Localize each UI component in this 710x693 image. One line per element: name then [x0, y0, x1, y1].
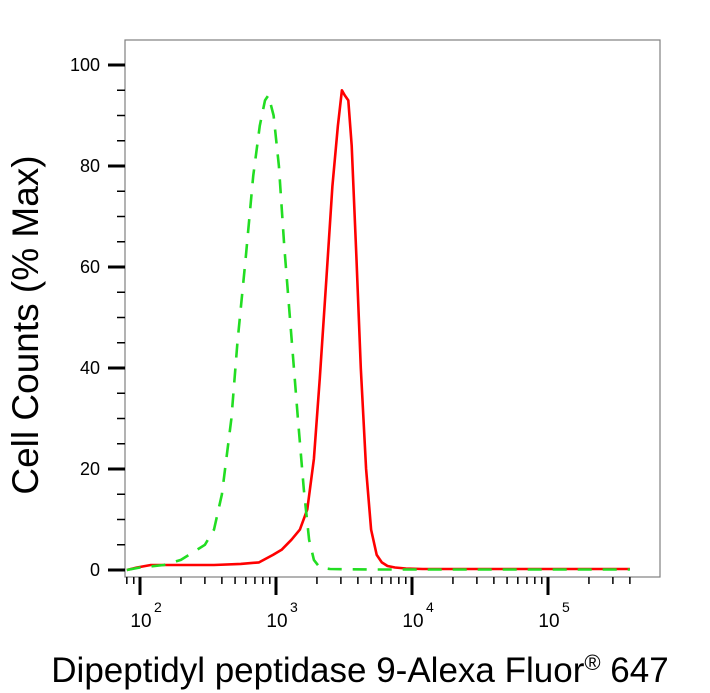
y-tick-label: 60	[80, 257, 100, 277]
x-axis-title-suffix: 647	[601, 651, 669, 690]
series-layer	[126, 89, 630, 572]
x-tick-label-exponent: 3	[290, 599, 298, 615]
y-tick-label: 80	[80, 156, 100, 176]
y-tick-label: 0	[90, 560, 100, 580]
x-tick-label-base: 10	[538, 611, 559, 632]
x-tick-label-base: 10	[130, 611, 151, 632]
x-axis-title: Dipeptidyl peptidase 9-Alexa Fluor® 647	[51, 650, 668, 690]
x-axis-title-registered-mark: ®	[584, 650, 600, 675]
y-tick-label: 40	[80, 358, 100, 378]
x-axis-title-main: Dipeptidyl peptidase 9-Alexa Fluor	[51, 651, 584, 690]
green-dashed-histogram-line	[126, 94, 630, 572]
x-tick-label-exponent: 2	[154, 599, 162, 615]
x-tick-label-exponent: 4	[426, 599, 434, 615]
x-tick-label-exponent: 5	[562, 599, 570, 615]
red-solid-histogram-line	[126, 89, 630, 572]
y-axis-title: Cell Counts (% Max)	[5, 155, 46, 494]
x-tick-label-base: 10	[266, 611, 287, 632]
y-axis: 0 20 40 60 80 100	[70, 55, 125, 580]
plot-frame	[124, 39, 661, 578]
y-tick-label: 20	[80, 459, 100, 479]
x-tick-label-base: 10	[402, 611, 423, 632]
y-tick-label: 100	[70, 55, 100, 75]
